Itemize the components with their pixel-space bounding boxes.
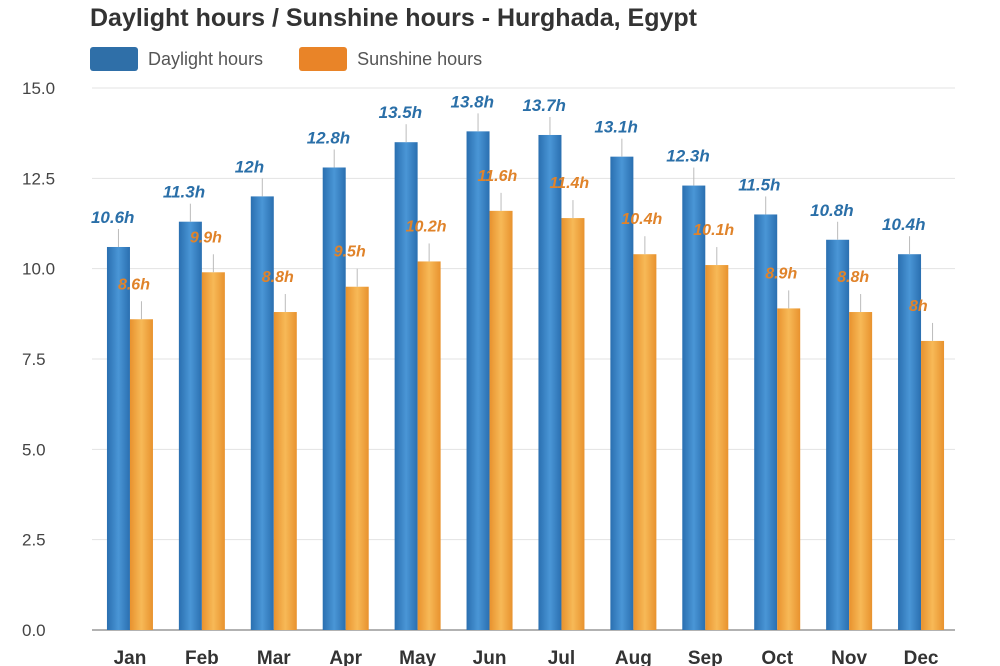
y-tick-label: 12.5 bbox=[22, 169, 55, 188]
data-label-daylight-jul: 13.7h bbox=[522, 96, 565, 115]
data-label-sunshine-apr: 9.5h bbox=[334, 244, 366, 261]
x-category-label: Apr bbox=[329, 648, 362, 666]
grid-lines bbox=[92, 87, 955, 631]
bar-daylight-may bbox=[394, 142, 418, 630]
y-tick-label: 5.0 bbox=[22, 440, 46, 459]
legend-item-sunshine[interactable]: Sunshine hours bbox=[299, 47, 482, 71]
data-label-daylight-sep: 12.3h bbox=[666, 147, 709, 166]
data-label-sunshine-may: 10.2h bbox=[406, 218, 447, 235]
bar-sunshine-nov bbox=[849, 312, 873, 630]
y-tick-label: 2.5 bbox=[22, 531, 46, 550]
legend: Daylight hours Sunshine hours bbox=[90, 46, 518, 72]
bar-sunshine-apr bbox=[345, 286, 369, 630]
data-label-daylight-may: 13.5h bbox=[379, 103, 422, 122]
data-label-sunshine-jun: 11.6h bbox=[478, 168, 518, 185]
data-label-daylight-oct: 11.5h bbox=[738, 175, 780, 194]
bar-daylight-dec bbox=[898, 254, 922, 631]
bar-sunshine-oct bbox=[777, 308, 801, 630]
bar-daylight-aug bbox=[610, 156, 634, 631]
bar-sunshine-jan bbox=[129, 319, 153, 630]
bar-daylight-nov bbox=[826, 239, 850, 630]
y-tick-label: 7.5 bbox=[22, 350, 46, 369]
x-category-label: Nov bbox=[831, 648, 867, 666]
legend-label-daylight: Daylight hours bbox=[148, 48, 264, 69]
bar-sunshine-mar bbox=[273, 312, 297, 630]
x-category-label: May bbox=[399, 648, 436, 666]
y-tick-label: 15.0 bbox=[22, 79, 55, 98]
x-category-label: Jun bbox=[473, 648, 507, 666]
data-label-sunshine-feb: 9.9h bbox=[190, 229, 222, 246]
bar-sunshine-may bbox=[417, 261, 441, 630]
x-category-label: Jan bbox=[114, 648, 147, 666]
data-label-sunshine-sep: 10.1h bbox=[693, 222, 734, 239]
x-category-label: Mar bbox=[257, 648, 291, 666]
data-label-daylight-dec: 10.4h bbox=[882, 215, 925, 234]
bar-sunshine-jun bbox=[489, 210, 513, 630]
bar-daylight-mar bbox=[250, 196, 274, 630]
x-category-label: Sep bbox=[688, 648, 723, 666]
x-category-label: Aug bbox=[615, 648, 652, 666]
data-label-sunshine-mar: 8.8h bbox=[262, 269, 294, 286]
y-axis-ticks: 0.0 2.5 5.0 7.5 10.0 12.5 15.0 bbox=[22, 79, 55, 640]
data-label-sunshine-jul: 11.4h bbox=[549, 175, 589, 192]
bar-daylight-jul bbox=[538, 134, 562, 630]
bar-daylight-sep bbox=[682, 185, 706, 630]
y-tick-label: 0.0 bbox=[22, 621, 46, 640]
data-label-sunshine-nov: 8.8h bbox=[837, 269, 869, 286]
bar-sunshine-feb bbox=[201, 272, 225, 630]
data-label-sunshine-oct: 8.9h bbox=[765, 265, 797, 282]
legend-swatch-sunshine bbox=[299, 47, 348, 71]
data-label-daylight-jun: 13.8h bbox=[451, 92, 494, 111]
data-label-sunshine-aug: 10.4h bbox=[621, 211, 662, 228]
bar-sunshine-aug bbox=[633, 254, 657, 631]
data-label-daylight-aug: 13.1h bbox=[594, 118, 637, 137]
chart-title: Daylight hours / Sunshine hours - Hurgha… bbox=[90, 4, 697, 32]
bar-daylight-jun bbox=[466, 131, 490, 631]
bar-sunshine-sep bbox=[705, 265, 729, 630]
x-axis-categories: Jan Feb Mar Apr May Jun Jul Aug Sep Oct Nov Dec bbox=[114, 648, 939, 666]
y-tick-label: 10.0 bbox=[22, 260, 55, 279]
bar-sunshine-dec bbox=[921, 340, 945, 630]
bar-daylight-apr bbox=[322, 167, 346, 630]
legend-swatch-daylight bbox=[90, 47, 138, 71]
x-category-label: Feb bbox=[185, 648, 219, 666]
data-label-daylight-apr: 12.8h bbox=[307, 128, 350, 147]
x-category-label: Dec bbox=[904, 648, 939, 666]
data-label-sunshine-dec: 8h bbox=[909, 298, 928, 315]
bar-daylight-feb bbox=[178, 221, 202, 630]
data-label-daylight-mar: 12h bbox=[235, 157, 264, 176]
bar-daylight-jan bbox=[106, 246, 130, 630]
x-category-label: Oct bbox=[761, 648, 793, 666]
data-label-sunshine-jan: 8.6h bbox=[118, 276, 150, 293]
legend-label-sunshine: Sunshine hours bbox=[357, 48, 483, 69]
x-category-label: Jul bbox=[548, 648, 575, 666]
data-label-daylight-nov: 10.8h bbox=[810, 201, 853, 220]
data-labels: 10.6h 8.6h 11.3h 9.9h 12h 8.8h 12.8h 9.5h 13.5h 1… bbox=[91, 92, 934, 341]
bars bbox=[106, 131, 945, 631]
data-label-daylight-feb: 11.3h bbox=[163, 183, 205, 202]
bar-sunshine-jul bbox=[561, 218, 585, 630]
legend-item-daylight[interactable]: Daylight hours bbox=[90, 47, 263, 71]
bar-daylight-oct bbox=[754, 214, 778, 630]
data-label-daylight-jan: 10.6h bbox=[91, 208, 134, 227]
